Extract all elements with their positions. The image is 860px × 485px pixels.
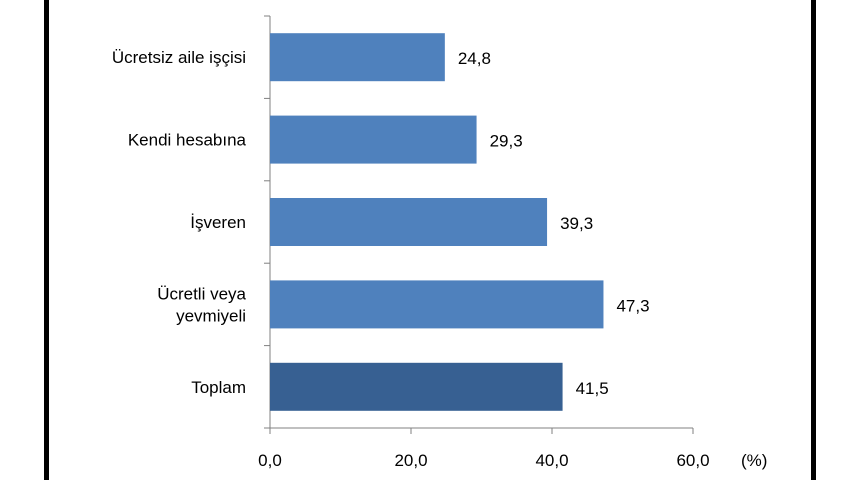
x-tick-label: 40,0 — [535, 451, 568, 470]
category-label: Toplam — [191, 378, 246, 397]
bar — [270, 362, 563, 411]
category-label: Ücretsiz aile işçisi — [112, 48, 246, 67]
bar — [270, 33, 445, 82]
x-tick-label: 20,0 — [394, 451, 427, 470]
value-label: 39,3 — [560, 214, 593, 233]
plot-area: 0,0 20,0 40,0 60,0 24,8 Ücretsiz aile işçisi 2… — [112, 15, 710, 470]
category-label: Kendi hesabına — [128, 131, 247, 150]
category-label: Ücretli veya — [157, 284, 246, 303]
category-label: yevmiyeli — [176, 306, 246, 325]
bar — [270, 280, 604, 329]
category-label: İşveren — [190, 213, 246, 232]
value-label: 47,3 — [616, 296, 649, 315]
chart-border-right — [811, 0, 816, 480]
bar — [270, 115, 477, 164]
value-label: 41,5 — [576, 379, 609, 398]
chart-border-left — [44, 0, 49, 480]
value-label: 29,3 — [490, 132, 523, 151]
bar — [270, 198, 548, 246]
x-tick-label: 0,0 — [258, 451, 282, 470]
axis-unit-label: (%) — [741, 451, 767, 470]
value-label: 24,8 — [458, 49, 491, 68]
x-tick-label: 60,0 — [676, 451, 709, 470]
